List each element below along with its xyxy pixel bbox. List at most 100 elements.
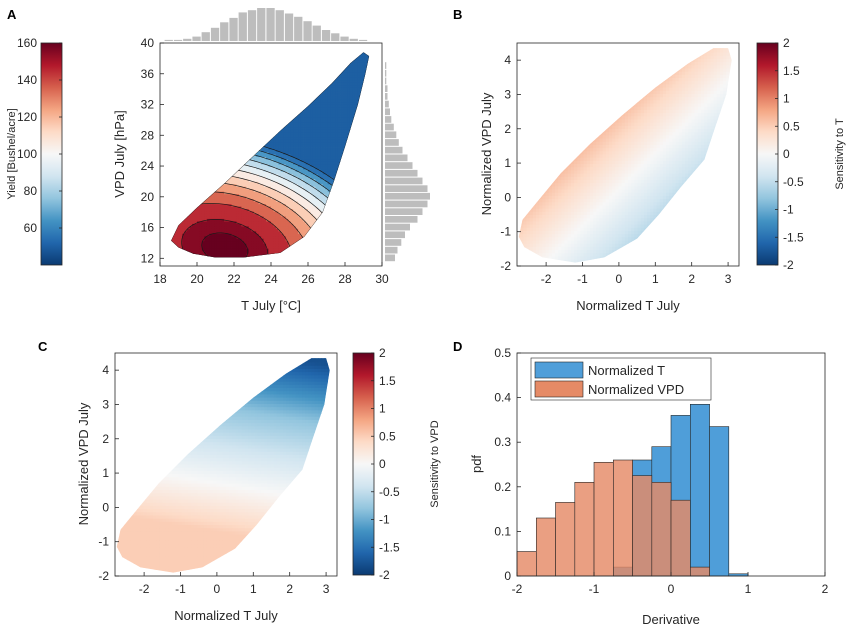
yield-cell: [209, 248, 213, 252]
yield-cell: [273, 179, 277, 183]
yield-cell: [278, 194, 282, 198]
yield-cell: [248, 228, 252, 232]
yield-cell: [263, 191, 267, 195]
yield-cell: [280, 238, 284, 242]
yield-cell: [290, 149, 294, 153]
yield-cell: [251, 161, 255, 165]
yield-cell: [241, 236, 245, 240]
yield-cell: [234, 211, 237, 215]
yield-cell: [238, 246, 242, 250]
yield-cell: [283, 132, 287, 136]
yield-cell: [263, 228, 267, 232]
yield-cell: [268, 174, 272, 178]
yield-cell: [248, 161, 252, 165]
yield-cell: [261, 181, 264, 185]
yield-cell: [258, 246, 262, 250]
yield-cell: [285, 169, 289, 173]
yield-cell: [241, 199, 245, 202]
yield-cell: [258, 179, 262, 183]
yield-cell: [211, 201, 215, 205]
yield-cell: [253, 166, 257, 170]
yield-cell: [234, 181, 237, 185]
yield-cell: [288, 211, 292, 215]
yield-cell: [216, 243, 220, 247]
yield-cell: [283, 236, 287, 240]
yield-cell: [293, 194, 297, 198]
yield-cell: [187, 236, 190, 240]
yield-cell: [283, 169, 287, 173]
yield-cell: [221, 201, 225, 205]
yield-cell: [226, 248, 230, 252]
yield-cell: [187, 218, 190, 222]
yield-cell: [280, 191, 284, 195]
yield-cell: [293, 201, 297, 205]
yield-cell: [273, 211, 277, 215]
yield-cell: [209, 251, 213, 255]
yield-cell: [201, 213, 205, 217]
yield-cell: [246, 236, 250, 240]
yield-cell: [293, 132, 297, 136]
yield-cell: [194, 218, 198, 222]
yield-cell: [271, 211, 274, 215]
yield-cell: [221, 236, 225, 240]
yield-cell: [266, 221, 269, 225]
yield-cell: [290, 132, 294, 136]
yield-cell: [189, 216, 193, 220]
yield-cell: [266, 241, 269, 245]
yield-cell: [283, 196, 287, 200]
yield-cell: [285, 223, 289, 227]
yield-cell: [243, 196, 247, 200]
yield-cell: [216, 213, 220, 217]
yield-cell: [280, 154, 284, 158]
yield-cell: [219, 186, 223, 190]
yield-cell: [187, 241, 190, 245]
yield-cell: [263, 209, 267, 212]
yield-cell: [236, 221, 240, 225]
yield-cell: [261, 228, 264, 232]
yield-cell: [271, 154, 274, 158]
yield-cell: [288, 213, 292, 217]
yield-cell: [211, 218, 215, 222]
yield-cell: [261, 179, 264, 183]
yield-cell: [219, 236, 223, 240]
yield-cell: [280, 199, 284, 202]
yield-cell: [278, 241, 282, 245]
yield-cell: [197, 209, 200, 212]
yield-cell: [275, 251, 279, 255]
yield-cell: [241, 189, 245, 193]
yield-cell: [273, 223, 277, 227]
yield-cell: [268, 149, 272, 153]
yield-cell: [261, 226, 264, 230]
yield-cell: [293, 171, 297, 175]
yield-cell: [192, 233, 195, 237]
yield-cell: [238, 209, 242, 212]
yield-cell: [258, 164, 262, 168]
marginal-t-bar: [331, 33, 340, 41]
yield-cell: [226, 243, 230, 247]
yield-cell: [231, 213, 235, 217]
yield-cell: [197, 218, 200, 222]
yield-cell: [273, 243, 277, 247]
yield-cell: [248, 196, 252, 200]
yield-cell: [293, 147, 297, 150]
panel-letter-b: B: [453, 7, 462, 22]
yield-cell: [283, 213, 287, 217]
yield-cell: [221, 211, 225, 215]
yield-cell: [263, 199, 267, 202]
yield-cell: [263, 154, 267, 158]
yield-cell: [206, 221, 210, 225]
yield-cell: [241, 228, 245, 232]
marginal-t-bar: [247, 10, 257, 41]
yield-cell: [253, 206, 257, 210]
yield-cell: [261, 154, 264, 158]
yield-cell: [246, 253, 250, 257]
yield-cell: [280, 171, 284, 175]
yield-cell: [182, 231, 186, 235]
yield-cell: [290, 186, 294, 190]
yield-cell: [258, 223, 262, 227]
yield-cell: [280, 134, 284, 138]
yield-cell: [266, 147, 269, 150]
yield-cell: [293, 176, 297, 180]
yield-cell: [204, 201, 208, 205]
yield-cell: [290, 201, 294, 205]
